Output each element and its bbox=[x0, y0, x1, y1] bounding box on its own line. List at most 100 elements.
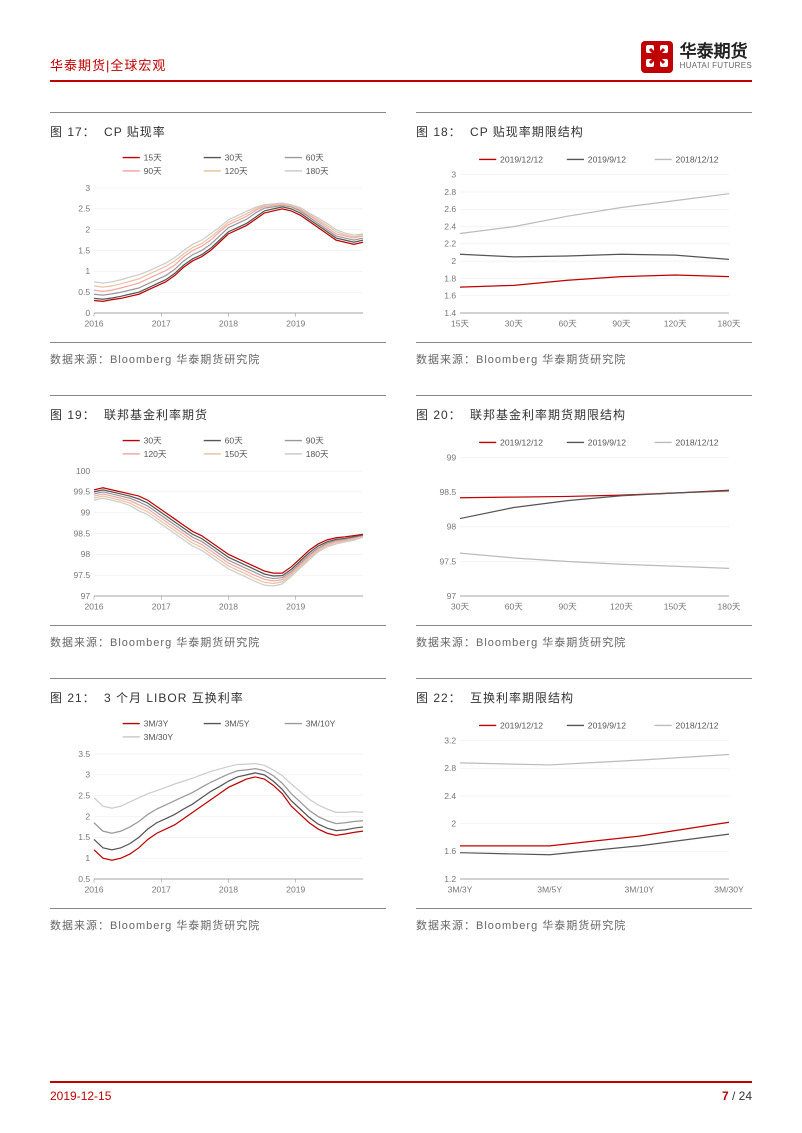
chart-title-19: 图 19： 联邦基金利率期货 bbox=[50, 395, 386, 423]
svg-text:1: 1 bbox=[85, 853, 90, 863]
svg-text:2019/9/12: 2019/9/12 bbox=[588, 154, 626, 164]
svg-text:0.5: 0.5 bbox=[78, 874, 90, 884]
svg-text:0.5: 0.5 bbox=[78, 287, 90, 297]
chart-cell-21: 图 21： 3 个月 LIBOR 互换利率 0.511.522.533.5201… bbox=[50, 678, 386, 933]
svg-text:2019: 2019 bbox=[286, 884, 305, 894]
svg-text:99: 99 bbox=[447, 453, 457, 463]
chart-source-18: 数据来源：Bloomberg 华泰期货研究院 bbox=[416, 351, 752, 367]
svg-text:3M/5Y: 3M/5Y bbox=[537, 884, 562, 894]
chart-svg-19: 9797.59898.59999.5100201620172018201930天… bbox=[50, 431, 386, 617]
footer-page: 7 / 24 bbox=[722, 1089, 752, 1103]
svg-text:0: 0 bbox=[85, 308, 90, 318]
chart-cell-22: 图 22： 互换利率期限结构 1.21.622.42.83.23M/3Y3M/5… bbox=[416, 678, 752, 933]
svg-text:100: 100 bbox=[76, 466, 91, 476]
svg-text:120天: 120天 bbox=[664, 318, 687, 328]
chart-cell-19: 图 19： 联邦基金利率期货 9797.59898.59999.51002016… bbox=[50, 395, 386, 650]
chart-title-20: 图 20： 联邦基金利率期货期限结构 bbox=[416, 395, 752, 423]
svg-text:2019/12/12: 2019/12/12 bbox=[500, 154, 543, 164]
svg-text:2: 2 bbox=[451, 819, 456, 829]
svg-text:2017: 2017 bbox=[152, 318, 171, 328]
svg-text:2019/9/12: 2019/9/12 bbox=[588, 720, 626, 730]
svg-text:2.5: 2.5 bbox=[78, 204, 90, 214]
logo-text: 华泰期货 HUATAI FUTURES bbox=[680, 43, 752, 70]
chart-cell-20: 图 20： 联邦基金利率期货期限结构 9797.59898.59930天60天9… bbox=[416, 395, 752, 650]
svg-text:3M/10Y: 3M/10Y bbox=[306, 718, 336, 728]
svg-text:99: 99 bbox=[81, 508, 91, 518]
svg-text:98: 98 bbox=[81, 549, 91, 559]
svg-text:2.4: 2.4 bbox=[444, 221, 456, 231]
svg-text:2: 2 bbox=[451, 256, 456, 266]
svg-text:60天: 60天 bbox=[505, 601, 524, 611]
chart-box-18: 1.41.61.822.22.42.62.8315天30天60天90天120天1… bbox=[416, 148, 752, 343]
svg-text:2.2: 2.2 bbox=[444, 239, 456, 249]
svg-text:60天: 60天 bbox=[225, 435, 244, 445]
logo-cn: 华泰期货 bbox=[680, 43, 752, 62]
chart-box-22: 1.21.622.42.83.23M/3Y3M/5Y3M/10Y3M/30Y20… bbox=[416, 714, 752, 909]
page-current: 7 bbox=[722, 1089, 729, 1103]
svg-text:2: 2 bbox=[85, 225, 90, 235]
svg-text:90天: 90天 bbox=[306, 435, 325, 445]
svg-text:2019/12/12: 2019/12/12 bbox=[500, 720, 543, 730]
chart-svg-17: 00.511.522.53201620172018201915天30天60天90… bbox=[50, 148, 386, 334]
page-sep: / bbox=[729, 1089, 739, 1103]
chart-source-17: 数据来源：Bloomberg 华泰期货研究院 bbox=[50, 351, 386, 367]
svg-text:1.5: 1.5 bbox=[78, 245, 90, 255]
svg-text:120天: 120天 bbox=[610, 601, 633, 611]
svg-text:2019: 2019 bbox=[286, 318, 305, 328]
svg-text:15天: 15天 bbox=[144, 152, 163, 162]
svg-text:3M/5Y: 3M/5Y bbox=[225, 718, 250, 728]
svg-text:2016: 2016 bbox=[84, 318, 103, 328]
svg-text:2.4: 2.4 bbox=[444, 791, 456, 801]
huatai-logo-icon bbox=[640, 40, 674, 74]
svg-text:98.5: 98.5 bbox=[73, 528, 90, 538]
svg-text:90天: 90天 bbox=[612, 318, 631, 328]
svg-text:1.8: 1.8 bbox=[444, 273, 456, 283]
svg-text:3: 3 bbox=[451, 170, 456, 180]
svg-text:2018/12/12: 2018/12/12 bbox=[676, 437, 719, 447]
svg-text:3M/30Y: 3M/30Y bbox=[144, 732, 174, 742]
svg-text:3: 3 bbox=[85, 183, 90, 193]
svg-text:150天: 150天 bbox=[664, 601, 687, 611]
svg-text:2.6: 2.6 bbox=[444, 204, 456, 214]
svg-text:180天: 180天 bbox=[306, 449, 329, 459]
svg-text:30天: 30天 bbox=[451, 601, 470, 611]
svg-text:2017: 2017 bbox=[152, 601, 171, 611]
svg-text:2.8: 2.8 bbox=[444, 763, 456, 773]
svg-text:120天: 120天 bbox=[225, 166, 248, 176]
chart-source-20: 数据来源：Bloomberg 华泰期货研究院 bbox=[416, 634, 752, 650]
page-header: 华泰期货|全球宏观 华泰期货 HUATAI FUTURES bbox=[50, 40, 752, 82]
svg-text:1: 1 bbox=[85, 266, 90, 276]
svg-text:90天: 90天 bbox=[144, 166, 163, 176]
svg-text:97.5: 97.5 bbox=[439, 556, 456, 566]
svg-text:30天: 30天 bbox=[144, 435, 163, 445]
chart-source-19: 数据来源：Bloomberg 华泰期货研究院 bbox=[50, 634, 386, 650]
svg-text:3: 3 bbox=[85, 770, 90, 780]
svg-text:97: 97 bbox=[81, 591, 91, 601]
svg-text:1.6: 1.6 bbox=[444, 291, 456, 301]
chart-title-18: 图 18： CP 贴现率期限结构 bbox=[416, 112, 752, 140]
svg-text:97: 97 bbox=[447, 591, 457, 601]
chart-source-21: 数据来源：Bloomberg 华泰期货研究院 bbox=[50, 917, 386, 933]
svg-text:1.5: 1.5 bbox=[78, 832, 90, 842]
svg-text:2018/12/12: 2018/12/12 bbox=[676, 720, 719, 730]
chart-cell-17: 图 17： CP 贴现率 00.511.522.5320162017201820… bbox=[50, 112, 386, 367]
svg-text:3M/3Y: 3M/3Y bbox=[448, 884, 473, 894]
svg-text:2.5: 2.5 bbox=[78, 791, 90, 801]
svg-text:180天: 180天 bbox=[306, 166, 329, 176]
svg-text:2019/9/12: 2019/9/12 bbox=[588, 437, 626, 447]
logo-en: HUATAI FUTURES bbox=[680, 62, 752, 71]
footer-date: 2019-12-15 bbox=[50, 1089, 111, 1103]
chart-source-22: 数据来源：Bloomberg 华泰期货研究院 bbox=[416, 917, 752, 933]
chart-title-22: 图 22： 互换利率期限结构 bbox=[416, 678, 752, 706]
svg-text:1.4: 1.4 bbox=[444, 308, 456, 318]
chart-box-20: 9797.59898.59930天60天90天120天150天180天2019/… bbox=[416, 431, 752, 626]
svg-text:150天: 150天 bbox=[225, 449, 248, 459]
svg-text:3.5: 3.5 bbox=[78, 749, 90, 759]
svg-text:2018: 2018 bbox=[219, 884, 238, 894]
svg-text:99.5: 99.5 bbox=[73, 487, 90, 497]
svg-text:180天: 180天 bbox=[718, 318, 741, 328]
svg-text:180天: 180天 bbox=[718, 601, 741, 611]
chart-title-21: 图 21： 3 个月 LIBOR 互换利率 bbox=[50, 678, 386, 706]
svg-text:98.5: 98.5 bbox=[439, 487, 456, 497]
svg-text:2019/12/12: 2019/12/12 bbox=[500, 437, 543, 447]
